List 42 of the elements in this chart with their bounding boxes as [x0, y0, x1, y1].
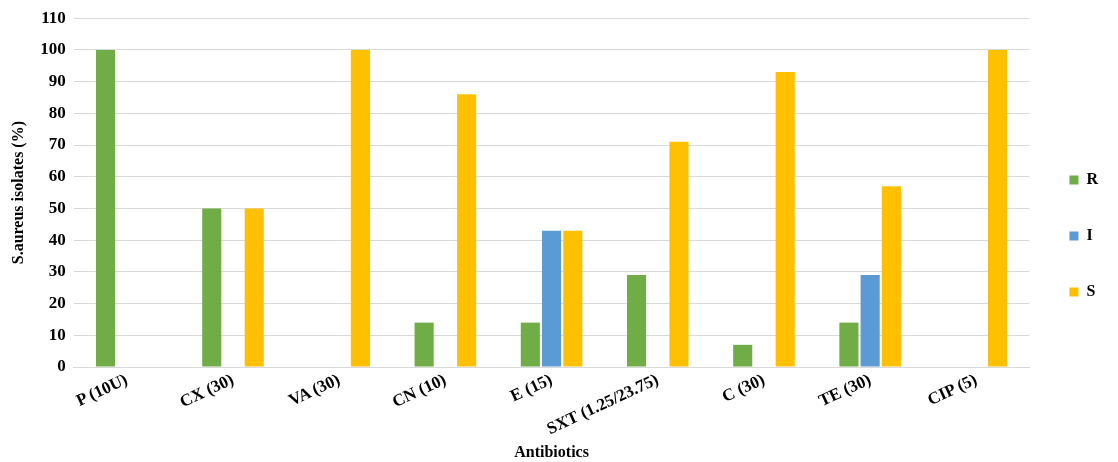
x-tick-label: C (30) [718, 369, 768, 406]
bar [881, 186, 901, 367]
y-tick-label: 70 [48, 134, 66, 154]
bar [988, 49, 1008, 367]
y-tick-label: 100 [40, 39, 66, 59]
y-axis-title: S.aureus isolates (%) [8, 120, 27, 265]
y-tick-label: 110 [41, 7, 66, 27]
x-tick-label: VA (30) [285, 369, 343, 410]
bar [626, 275, 647, 367]
legend-label: R [1086, 170, 1099, 188]
y-tick-label: 80 [48, 102, 66, 122]
x-tick-label: CX (30) [176, 369, 237, 412]
bar [669, 141, 689, 367]
bar [775, 72, 795, 367]
x-tick-label: CIP (5) [924, 369, 980, 410]
bar [542, 230, 562, 367]
y-tick-label: 10 [48, 324, 66, 344]
y-tick-label: 40 [48, 229, 66, 249]
y-tick-label: 20 [48, 292, 66, 312]
x-tick-label: P (10U) [73, 369, 131, 410]
x-tick-label: TE (30) [815, 369, 874, 411]
bar [457, 94, 477, 367]
bar [563, 230, 583, 367]
bar [244, 208, 264, 367]
y-tick-label: 50 [48, 197, 66, 217]
bar [860, 275, 880, 367]
bar [520, 322, 540, 367]
bar [96, 49, 116, 367]
x-tick-label: CN (10) [389, 369, 449, 412]
y-tick-label: 0 [57, 356, 66, 376]
bar [202, 208, 222, 367]
legend-label: S [1086, 282, 1096, 300]
bar [414, 322, 434, 367]
y-tick-label: 90 [48, 71, 66, 91]
x-tick-label: E (15) [507, 369, 556, 406]
x-axis-title: Antibiotics [514, 442, 589, 460]
y-tick-label: 30 [48, 261, 66, 281]
bar [350, 49, 370, 367]
bar [733, 344, 753, 367]
legend-label: I [1086, 226, 1093, 244]
bar [839, 322, 859, 367]
y-tick-label: 60 [48, 166, 66, 186]
